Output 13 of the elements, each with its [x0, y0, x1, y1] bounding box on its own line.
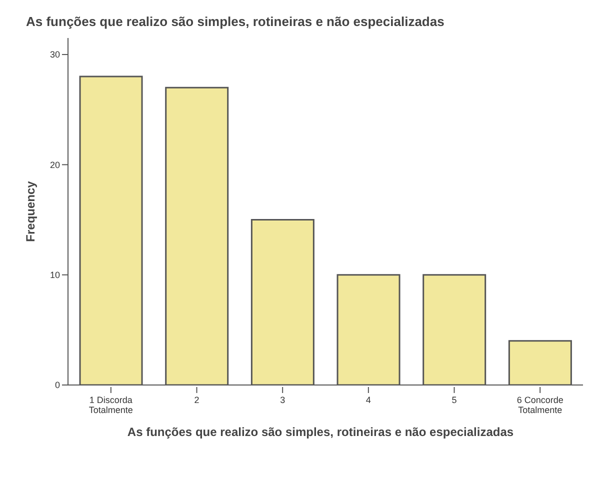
- chart-title: As funções que realizo são simples, rotineiras e não especializadas: [26, 14, 444, 29]
- y-tick-label: 10: [50, 270, 60, 280]
- y-tick-label: 30: [50, 50, 60, 60]
- x-tick-label: 4: [366, 395, 371, 405]
- x-tick-label: 3: [280, 395, 286, 405]
- x-axis-title: As funções que realizo são simples, rotineiras e não especializadas: [126, 425, 515, 439]
- y-tick-label: 0: [54, 380, 60, 390]
- x-tick-label: 5: [452, 395, 457, 405]
- x-tick-label: 2: [194, 395, 200, 405]
- y-axis-title: Frequency: [23, 180, 38, 242]
- x-tick-label: 6 Concorde Totalmente: [516, 395, 564, 415]
- y-tick-label: 20: [50, 160, 60, 170]
- x-tick-label: 1 Discorda Totalmente: [88, 395, 133, 415]
